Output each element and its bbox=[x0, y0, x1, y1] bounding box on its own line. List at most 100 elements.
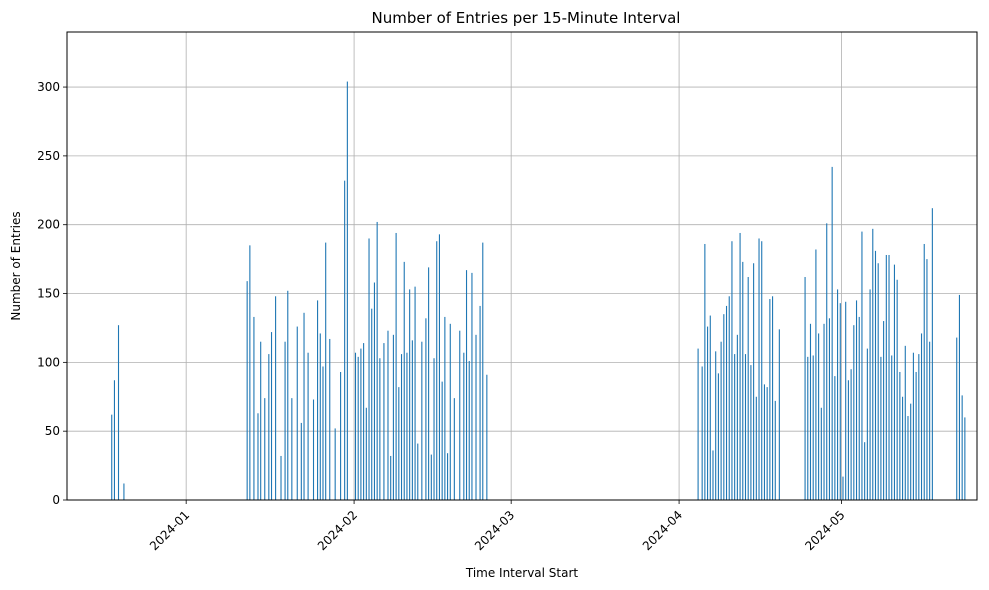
bar bbox=[926, 259, 927, 500]
chart-title: Number of Entries per 15-Minute Interval bbox=[372, 9, 681, 27]
bar bbox=[431, 455, 432, 500]
bar bbox=[769, 299, 770, 500]
bar bbox=[486, 375, 487, 500]
bar bbox=[340, 372, 341, 500]
y-tick-label: 300 bbox=[37, 80, 60, 94]
bar bbox=[257, 413, 258, 500]
x-tick-label: 2024-02 bbox=[315, 508, 360, 553]
bar bbox=[805, 277, 806, 500]
x-axis-ticks: 2024-01 2024-02 2024-03 2024-04 2024-05 bbox=[147, 500, 848, 553]
bar bbox=[779, 329, 780, 500]
bar bbox=[723, 314, 724, 500]
y-tick-label: 0 bbox=[52, 493, 60, 507]
bar bbox=[409, 289, 410, 500]
bar bbox=[745, 354, 746, 500]
bar bbox=[260, 342, 261, 500]
bar bbox=[826, 223, 827, 500]
bar bbox=[810, 324, 811, 500]
bar bbox=[916, 372, 917, 500]
bar bbox=[956, 338, 957, 500]
bar bbox=[398, 387, 399, 500]
bar bbox=[390, 456, 391, 500]
bar bbox=[932, 208, 933, 500]
bar bbox=[929, 342, 930, 500]
bar bbox=[756, 397, 757, 500]
bar bbox=[344, 181, 345, 500]
bar bbox=[731, 241, 732, 500]
bar bbox=[123, 483, 124, 500]
bar bbox=[913, 353, 914, 500]
bar bbox=[875, 251, 876, 500]
bar bbox=[818, 333, 819, 500]
bar bbox=[712, 450, 713, 500]
bar bbox=[829, 318, 830, 500]
bar bbox=[902, 397, 903, 500]
bar bbox=[118, 325, 119, 500]
bar bbox=[377, 222, 378, 500]
bar bbox=[761, 241, 762, 500]
bar bbox=[401, 354, 402, 500]
bar bbox=[880, 357, 881, 500]
bar bbox=[856, 300, 857, 500]
bar bbox=[325, 243, 326, 500]
bar bbox=[368, 238, 369, 500]
bar bbox=[285, 342, 286, 500]
bar bbox=[379, 358, 380, 500]
bar bbox=[317, 300, 318, 500]
bar bbox=[308, 353, 309, 500]
bar bbox=[275, 296, 276, 500]
y-axis-label: Number of Entries bbox=[9, 211, 23, 320]
bar bbox=[878, 263, 879, 500]
bar bbox=[264, 398, 265, 500]
bar bbox=[322, 366, 323, 500]
bar bbox=[845, 302, 846, 500]
bar bbox=[737, 335, 738, 500]
bar bbox=[442, 382, 443, 500]
bar bbox=[396, 233, 397, 500]
bar bbox=[360, 349, 361, 500]
bar bbox=[772, 296, 773, 500]
bar bbox=[702, 366, 703, 500]
bar bbox=[253, 317, 254, 500]
bar bbox=[447, 453, 448, 500]
bar bbox=[767, 387, 768, 500]
bar bbox=[469, 361, 470, 500]
bar bbox=[832, 167, 833, 500]
bar bbox=[721, 342, 722, 500]
x-tick-label: 2024-04 bbox=[640, 508, 685, 553]
bar bbox=[444, 317, 445, 500]
bar bbox=[870, 289, 871, 500]
bar bbox=[475, 335, 476, 500]
bar bbox=[249, 245, 250, 500]
bar bbox=[268, 354, 269, 500]
bar bbox=[335, 428, 336, 500]
bar bbox=[463, 353, 464, 500]
bar bbox=[861, 232, 862, 500]
bar bbox=[450, 324, 451, 500]
bar bbox=[891, 355, 892, 500]
bar bbox=[436, 241, 437, 500]
bar bbox=[910, 404, 911, 500]
bar bbox=[247, 281, 248, 500]
bar bbox=[962, 395, 963, 500]
bar bbox=[355, 353, 356, 500]
x-axis-label: Time Interval Start bbox=[465, 566, 579, 580]
bar bbox=[813, 355, 814, 500]
bar bbox=[114, 380, 115, 500]
bar bbox=[821, 408, 822, 500]
bar bbox=[425, 318, 426, 500]
bar bbox=[417, 444, 418, 500]
bar bbox=[729, 296, 730, 500]
bar bbox=[837, 289, 838, 500]
bar bbox=[886, 255, 887, 500]
y-axis-ticks: 0 50 100 150 200 250 300 bbox=[37, 80, 67, 507]
y-tick-label: 50 bbox=[45, 424, 60, 438]
bar bbox=[320, 333, 321, 500]
bar bbox=[715, 351, 716, 500]
x-tick-label: 2024-05 bbox=[802, 508, 847, 553]
bar bbox=[412, 340, 413, 500]
x-tick-label: 2024-03 bbox=[472, 508, 517, 553]
bar bbox=[864, 442, 865, 500]
bar bbox=[454, 398, 455, 500]
